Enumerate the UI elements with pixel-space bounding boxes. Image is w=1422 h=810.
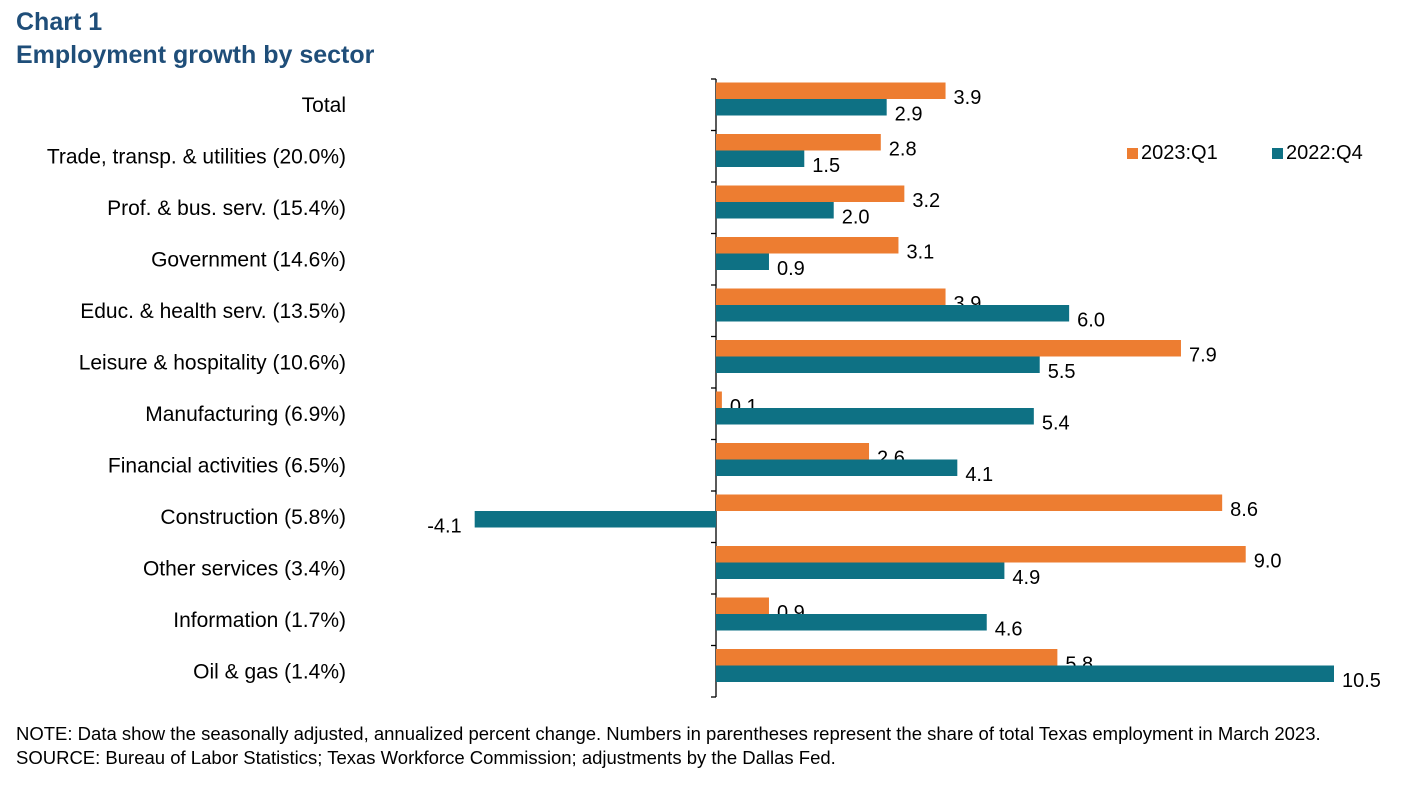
category-label: Manufacturing (6.9%)	[145, 403, 346, 426]
bar-2023q1	[716, 443, 870, 460]
data-label: 0.9	[777, 258, 805, 280]
data-label: 7.9	[1189, 345, 1217, 367]
bar-2022q4	[716, 562, 1005, 579]
category-label: Other services (3.4%)	[143, 557, 346, 580]
bar-2023q1	[716, 288, 946, 305]
data-label: 1.5	[812, 155, 840, 177]
category-label: Trade, transp. & utilities (20.0%)	[47, 145, 346, 168]
legend-swatch-2023q1	[1127, 148, 1138, 159]
category-label: Information (1.7%)	[173, 609, 346, 632]
bar-2022q4	[716, 408, 1034, 425]
data-label: 3.2	[912, 190, 940, 212]
bar-2023q1	[716, 237, 899, 254]
legend-swatch-2022q4	[1272, 148, 1283, 159]
bar-2022q4	[716, 99, 887, 116]
category-label: Financial activities (6.5%)	[108, 454, 346, 477]
bar-chart: Total 3.9 2.9 Trade, transp. & utilities (2…	[47, 78, 1381, 698]
bar-2022q4	[716, 356, 1040, 373]
data-label: 3.1	[906, 242, 934, 264]
bar-2023q1	[716, 185, 905, 202]
note-text: NOTE: Data show the seasonally adjusted,…	[16, 723, 1321, 744]
category-label: Prof. & bus. serv. (15.4%)	[107, 197, 346, 220]
bar-2022q4	[716, 305, 1070, 322]
data-label: 4.1	[965, 464, 993, 486]
data-label: 2.0	[842, 207, 870, 229]
category-label: Educ. & health serv. (13.5%)	[80, 300, 346, 323]
bar-2022q4	[716, 202, 834, 219]
data-label: 2.9	[895, 104, 923, 126]
data-label: 5.5	[1048, 361, 1076, 383]
legend-label-2022q4: 2022:Q4	[1286, 142, 1363, 164]
chart-notes: NOTE: Data show the seasonally adjusted,…	[16, 722, 1396, 770]
bar-2023q1	[716, 134, 881, 151]
bar-2023q1	[716, 649, 1058, 666]
data-label: 3.9	[954, 87, 982, 109]
bar-2023q1	[716, 597, 769, 614]
chart-title: Employment growth by sector	[16, 41, 375, 69]
bar-2022q4	[716, 253, 769, 270]
source-text: SOURCE: Bureau of Labor Statistics; Texa…	[16, 747, 836, 768]
legend-label-2023q1: 2023:Q1	[1141, 142, 1218, 164]
data-label: 9.0	[1254, 551, 1282, 573]
category-label: Oil & gas (1.4%)	[193, 660, 346, 683]
bar-2022q4	[716, 150, 805, 167]
data-label: 8.6	[1230, 499, 1258, 521]
data-label: 10.5	[1342, 670, 1381, 692]
bar-2022q4	[716, 459, 958, 476]
bar-2023q1	[716, 340, 1181, 357]
bar-2023q1	[716, 494, 1223, 511]
data-label: -4.1	[427, 516, 461, 538]
bar-2023q1	[716, 546, 1246, 563]
data-label: 4.9	[1012, 567, 1040, 589]
data-label: 2.8	[889, 139, 917, 161]
category-label: Government (14.6%)	[151, 248, 346, 271]
category-label: Construction (5.8%)	[160, 506, 346, 529]
bar-2022q4	[716, 614, 987, 631]
chart-number: Chart 1	[16, 8, 103, 36]
category-label: Total	[302, 94, 346, 117]
data-label: 4.6	[995, 619, 1023, 641]
bar-2023q1	[716, 391, 722, 408]
bar-2023q1	[716, 82, 946, 99]
bar-2022q4	[716, 665, 1334, 682]
data-label: 5.4	[1042, 413, 1070, 435]
category-label: Leisure & hospitality (10.6%)	[79, 351, 346, 374]
bar-2022q4	[474, 511, 716, 528]
data-label: 6.0	[1077, 310, 1105, 332]
